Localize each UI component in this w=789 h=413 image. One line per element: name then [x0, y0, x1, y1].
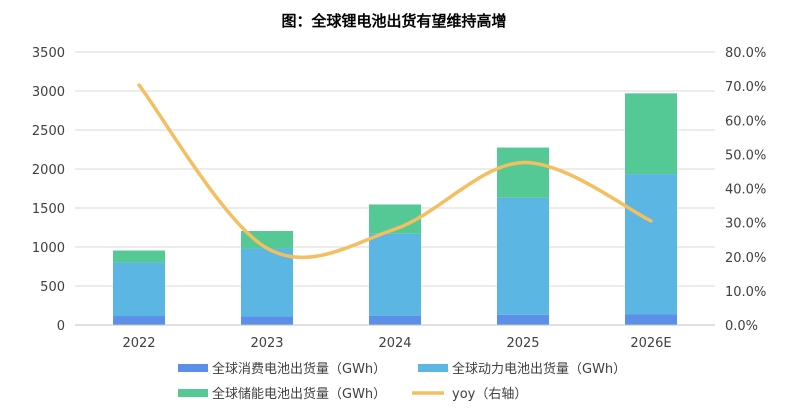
bar-power — [113, 262, 165, 317]
legend-swatch — [178, 389, 208, 397]
bar-storage — [497, 147, 549, 198]
y2-tick-label: 10.0% — [725, 285, 766, 300]
bar-power — [369, 233, 421, 316]
x-tick-label: 2026E — [630, 336, 671, 351]
legend-power: 全球动力电池出货量（GWh） — [418, 361, 626, 377]
legend-swatch — [178, 364, 208, 372]
bar-consumer — [113, 316, 165, 325]
legend-yoy: yoy（右轴） — [412, 387, 527, 402]
y2-tick-label: 80.0% — [725, 46, 766, 61]
x-tick-label: 2022 — [122, 336, 155, 351]
y-tick-label: 3000 — [32, 85, 65, 100]
x-tick-label: 2023 — [250, 336, 283, 351]
y-tick-label: 2500 — [32, 124, 65, 139]
y-tick-label: 1000 — [32, 241, 65, 256]
chart-title: 图：全球锂电池出货有望维持高增 — [281, 12, 506, 30]
legend-storage: 全球储能电池出货量（GWh） — [178, 386, 386, 402]
y2-tick-label: 50.0% — [725, 148, 766, 163]
y-tick-label: 500 — [40, 280, 65, 295]
y-axis-left: 0 500 1000 1500 2000 2500 3000 3500 — [32, 46, 65, 334]
bar-consumer — [369, 315, 421, 325]
y-tick-label: 3500 — [32, 46, 65, 61]
bar-power — [497, 197, 549, 315]
y2-tick-label: 40.0% — [725, 183, 766, 198]
bar-consumer — [625, 314, 677, 325]
legend: 全球消费电池出货量（GWh） 全球动力电池出货量（GWh） 全球储能电池出货量（GW… — [178, 361, 626, 402]
bar-consumer — [497, 314, 549, 325]
bar-power — [241, 248, 293, 317]
bar-storage — [241, 231, 293, 249]
yoy-line — [137, 83, 653, 260]
y-tick-label: 2000 — [32, 163, 65, 178]
bar-consumer — [241, 316, 293, 325]
y2-tick-label: 20.0% — [725, 251, 766, 266]
legend-swatch — [418, 364, 448, 372]
bar-storage — [625, 93, 677, 175]
y2-tick-label: 30.0% — [725, 217, 766, 232]
x-tick-label: 2024 — [378, 336, 411, 351]
bar-power — [625, 174, 677, 315]
legend-label: 全球储能电池出货量（GWh） — [212, 386, 386, 402]
y2-tick-label: 0.0% — [725, 319, 758, 334]
legend-label: 全球动力电池出货量（GWh） — [452, 361, 626, 377]
y-tick-label: 0 — [57, 319, 65, 334]
bars — [113, 93, 677, 325]
legend-label: yoy（右轴） — [452, 387, 527, 402]
legend-consumer: 全球消费电池出货量（GWh） — [178, 361, 386, 377]
y2-tick-label: 70.0% — [725, 80, 766, 95]
y-tick-label: 1500 — [32, 202, 65, 217]
yoy-line-path — [137, 83, 653, 260]
legend-label: 全球消费电池出货量（GWh） — [212, 361, 386, 377]
x-tick-label: 2025 — [506, 336, 539, 351]
x-axis: 2022 2023 2024 2025 2026E — [75, 324, 715, 351]
y2-tick-label: 60.0% — [725, 114, 766, 129]
bar-storage — [113, 250, 165, 263]
y-axis-right: 0.0% 10.0% 20.0% 30.0% 40.0% 50.0% 60.0% 70.0% 8… — [725, 46, 766, 334]
